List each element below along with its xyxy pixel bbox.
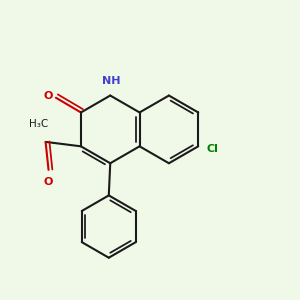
Text: H₃C: H₃C: [28, 119, 48, 129]
Text: O: O: [44, 91, 53, 101]
Text: Cl: Cl: [206, 144, 218, 154]
Text: O: O: [43, 177, 52, 187]
Text: NH: NH: [103, 76, 121, 86]
